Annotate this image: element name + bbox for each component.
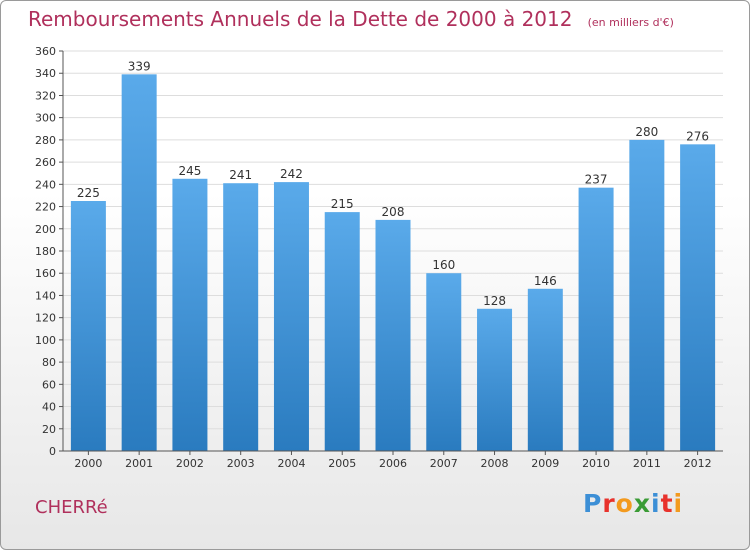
bar-value-label: 225 [77, 186, 100, 200]
y-tick-label: 0 [49, 445, 56, 458]
bar-value-label: 146 [534, 274, 557, 288]
bar-value-label: 215 [331, 197, 354, 211]
y-tick-label: 140 [35, 289, 56, 302]
y-tick-label: 300 [35, 112, 56, 125]
y-tick-label: 80 [42, 356, 56, 369]
y-tick-label: 20 [42, 423, 56, 436]
y-tick-label: 160 [35, 267, 56, 280]
y-tick-label: 260 [35, 156, 56, 169]
bar-value-label: 280 [635, 125, 658, 139]
bar [426, 273, 462, 451]
logo-letter: P [583, 489, 603, 518]
y-tick-label: 320 [35, 89, 56, 102]
bar-value-label: 208 [382, 205, 405, 219]
bar [172, 178, 208, 451]
logo-letter: o [615, 489, 634, 518]
y-tick-label: 200 [35, 223, 56, 236]
bar-value-label: 245 [178, 164, 201, 178]
logo-letter: x [633, 489, 651, 518]
bar-value-label: 241 [229, 168, 252, 182]
y-tick-label: 340 [35, 67, 56, 80]
x-tick-label: 2009 [531, 457, 559, 470]
x-tick-label: 2008 [481, 457, 509, 470]
x-tick-label: 2005 [328, 457, 356, 470]
x-tick-label: 2011 [633, 457, 661, 470]
y-tick-label: 280 [35, 134, 56, 147]
axis-layer: 0 20 40 60 80 100 120 140 160 180 200 220 240 260 280 3… [35, 45, 723, 470]
y-tick-label: 220 [35, 201, 56, 214]
proxiti-logo[interactable]: Proxiti [583, 489, 683, 518]
y-tick-label: 360 [35, 45, 56, 58]
bar-value-label: 128 [483, 294, 506, 308]
y-tick-label: 240 [35, 178, 56, 191]
bar [70, 201, 106, 451]
y-tick-label: 120 [35, 312, 56, 325]
x-tick-label: 2010 [582, 457, 610, 470]
bar-value-label: 276 [686, 129, 709, 143]
bar-value-label: 242 [280, 167, 303, 181]
bar [121, 74, 157, 451]
x-tick-label: 2003 [227, 457, 255, 470]
x-tick-label: 2007 [430, 457, 458, 470]
x-tick-label: 2002 [176, 457, 204, 470]
y-tick-label: 40 [42, 401, 56, 414]
x-tick-label: 2004 [277, 457, 305, 470]
bar [324, 212, 360, 451]
title-row: Remboursements Annuels de la Dette de 20… [28, 7, 674, 31]
y-tick-label: 180 [35, 245, 56, 258]
x-tick-label: 2000 [74, 457, 102, 470]
bar [223, 183, 259, 451]
x-tick-label: 2001 [125, 457, 153, 470]
bar-value-label: 339 [128, 59, 151, 73]
y-tick-label: 60 [42, 378, 56, 391]
bar [477, 308, 513, 451]
bar-value-label: 160 [432, 258, 455, 272]
bar-value-label: 237 [585, 173, 608, 187]
chart-title: Remboursements Annuels de la Dette de 20… [28, 7, 573, 31]
logo-letter: i [673, 489, 684, 518]
y-tick-label: 100 [35, 334, 56, 347]
bar [578, 187, 614, 451]
commune-name: CHERRé [35, 497, 108, 518]
x-tick-label: 2006 [379, 457, 407, 470]
x-tick-label: 2012 [684, 457, 712, 470]
bar [680, 144, 716, 452]
bar [629, 139, 665, 451]
bar [375, 219, 411, 451]
logo-letter: t [660, 489, 674, 518]
bars-layer: 225 339 245 241 242 215 208 160 128 146 237 280 276 [70, 59, 716, 452]
logo-letter: i [651, 489, 661, 518]
bar [527, 288, 563, 451]
chart-subtitle: (en milliers d'€) [587, 16, 674, 29]
bar [273, 182, 309, 451]
logo-letter: r [602, 489, 616, 518]
